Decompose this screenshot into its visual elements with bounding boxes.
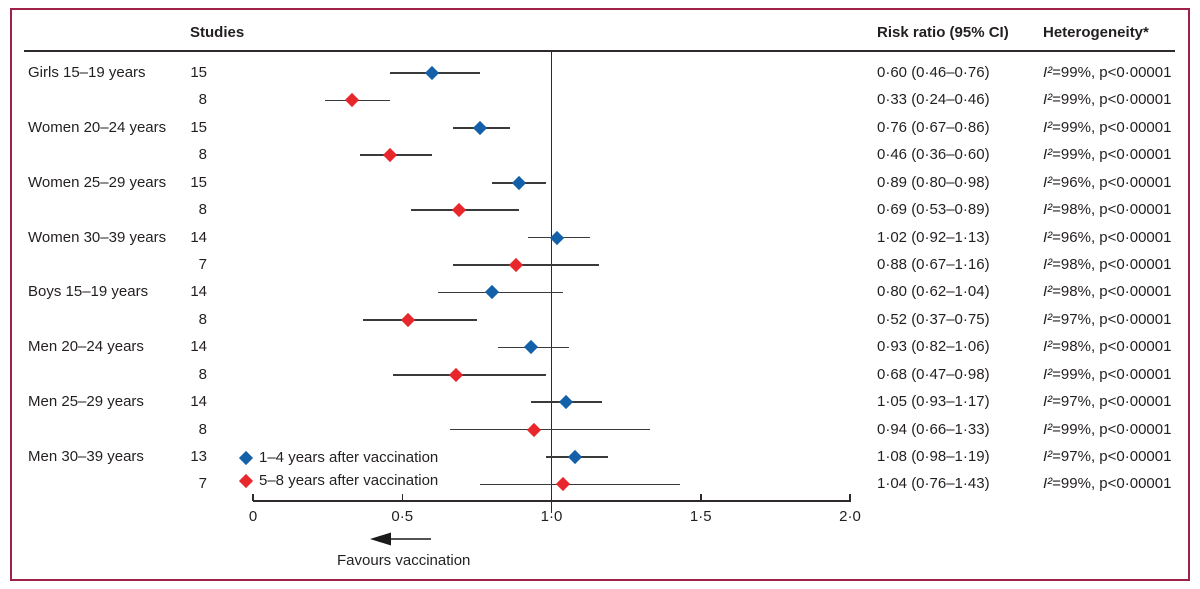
heterogeneity-value: I²=98%, p<0·00001 — [1043, 283, 1172, 301]
risk-ratio-value: 0·52 (0·37–0·75) — [877, 310, 990, 328]
heterogeneity-value: I²=99%, p<0·00001 — [1043, 420, 1172, 438]
heterogeneity-value: I²=99%, p<0·00001 — [1043, 118, 1172, 136]
group-label: Boys 15–19 years — [28, 283, 149, 301]
axis-tick — [550, 494, 553, 501]
ci-line — [393, 373, 546, 376]
risk-ratio-value: 0·93 (0·82–1·06) — [877, 338, 990, 356]
reference-line — [550, 52, 553, 513]
risk-ratio-value: 0·69 (0·53–0·89) — [877, 201, 990, 219]
legend-blue-diamond-icon — [238, 450, 254, 466]
risk-ratio-value: 0·88 (0·67–1·16) — [877, 256, 990, 274]
legend-item-5-8-years: 5–8 years after vaccination — [238, 471, 439, 491]
heterogeneity-value: I²=99%, p<0·00001 — [1043, 365, 1172, 383]
column-header-heterogeneity: Heterogeneity* — [1043, 24, 1149, 41]
group-label: Women 20–24 years — [28, 118, 167, 136]
risk-ratio-value: 1·02 (0·92–1·13) — [877, 228, 990, 246]
heterogeneity-value: I²=97%, p<0·00001 — [1043, 448, 1172, 466]
heterogeneity-value: I²=98%, p<0·00001 — [1043, 256, 1172, 274]
studies-count: 7 — [198, 475, 207, 493]
heterogeneity-value: I²=97%, p<0·00001 — [1043, 310, 1172, 328]
risk-ratio-value: 0·80 (0·62–1·04) — [877, 283, 990, 301]
axis-tick-label: 1·0 — [540, 508, 563, 525]
studies-count: 8 — [198, 365, 207, 383]
studies-count: 7 — [198, 256, 207, 274]
risk-ratio-value: 1·05 (0·93–1·17) — [877, 393, 990, 411]
risk-ratio-value: 0·46 (0·36–0·60) — [877, 146, 990, 164]
studies-count: 15 — [190, 173, 207, 191]
axis-tick — [252, 494, 254, 501]
heterogeneity-value: I²=99%, p<0·00001 — [1043, 91, 1172, 109]
axis-tick-label: 2·0 — [839, 508, 861, 525]
risk-ratio-value: 0·94 (0·66–1·33) — [877, 420, 990, 438]
group-label: Girls 15–19 years — [28, 64, 146, 81]
legend-label: 1–4 years after vaccination — [259, 449, 439, 466]
studies-count: 8 — [198, 420, 207, 438]
studies-count: 15 — [190, 118, 207, 136]
risk-ratio-value: 0·76 (0·67–0·86) — [877, 118, 990, 136]
figure-border — [10, 8, 1190, 581]
ci-line — [438, 291, 564, 294]
risk-ratio-value: 0·89 (0·80–0·98) — [877, 173, 990, 191]
axis-tick-label: 1·5 — [689, 508, 712, 525]
axis-tick — [700, 494, 702, 501]
heterogeneity-value: I²=99%, p<0·00001 — [1043, 146, 1172, 164]
ci-line — [479, 483, 680, 486]
axis-tick-label: 0·5 — [391, 508, 414, 525]
group-label: Men 30–39 years — [28, 448, 144, 466]
studies-count: 8 — [198, 201, 207, 219]
ci-line — [452, 264, 600, 266]
risk-ratio-value: 0·60 (0·46–0·76) — [877, 64, 990, 81]
ci-line — [363, 319, 477, 321]
axis-tick — [401, 494, 403, 501]
group-label: Women 25–29 years — [28, 173, 167, 191]
column-header-risk-ratio: Risk ratio (95% CI) — [877, 24, 1009, 41]
heterogeneity-value: I²=98%, p<0·00001 — [1043, 201, 1172, 219]
favours-vaccination-label: Favours vaccination — [337, 552, 471, 569]
favours-vaccination-arrow-icon — [370, 532, 431, 546]
heterogeneity-value: I²=98%, p<0·00001 — [1043, 338, 1172, 356]
heterogeneity-value: I²=97%, p<0·00001 — [1043, 393, 1172, 411]
legend-item-1-4-years: 1–4 years after vaccination — [238, 448, 439, 468]
studies-count: 8 — [198, 310, 207, 328]
risk-ratio-value: 0·68 (0·47–0·98) — [877, 365, 990, 383]
heterogeneity-value: I²=99%, p<0·00001 — [1043, 64, 1172, 81]
group-label: Men 25–29 years — [28, 393, 144, 411]
studies-count: 14 — [190, 393, 207, 411]
column-header-studies: Studies — [190, 24, 245, 41]
risk-ratio-value: 1·04 (0·76–1·43) — [877, 475, 990, 493]
axis-tick — [849, 494, 851, 501]
studies-count: 14 — [190, 283, 207, 301]
risk-ratio-value: 0·33 (0·24–0·46) — [877, 91, 990, 109]
heterogeneity-value: I²=96%, p<0·00001 — [1043, 228, 1172, 246]
legend-label: 5–8 years after vaccination — [259, 472, 439, 489]
axis-tick-label: 0 — [248, 508, 258, 525]
studies-count: 13 — [190, 448, 207, 466]
risk-ratio-value: 1·08 (0·98–1·19) — [877, 448, 990, 466]
group-label: Men 20–24 years — [28, 338, 144, 356]
group-label: Women 30–39 years — [28, 228, 167, 246]
studies-count: 8 — [198, 91, 207, 109]
studies-count: 8 — [198, 146, 207, 164]
legend-red-diamond-icon — [238, 473, 254, 489]
ci-line — [450, 428, 650, 431]
heterogeneity-value: I²=99%, p<0·00001 — [1043, 475, 1172, 493]
studies-count: 15 — [190, 64, 207, 81]
header-divider-line — [24, 50, 1175, 52]
studies-count: 14 — [190, 228, 207, 246]
studies-count: 14 — [190, 338, 207, 356]
heterogeneity-value: I²=96%, p<0·00001 — [1043, 173, 1172, 191]
